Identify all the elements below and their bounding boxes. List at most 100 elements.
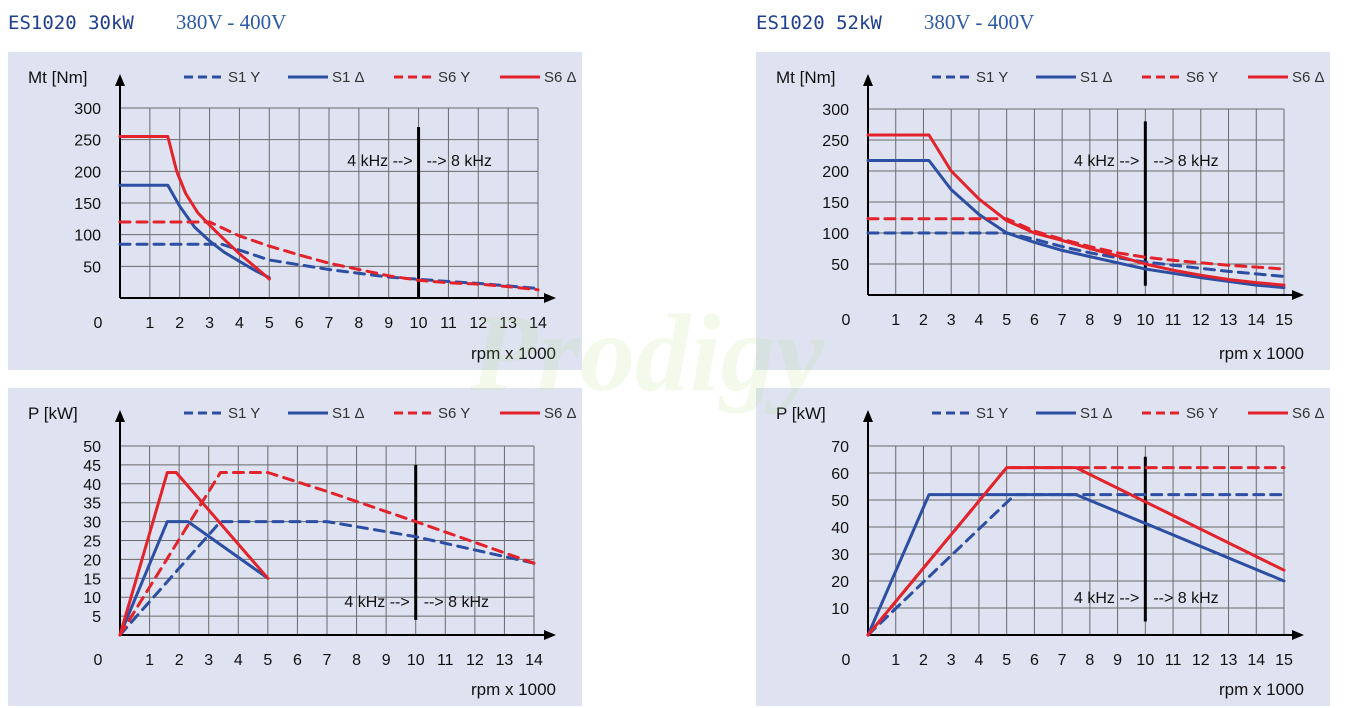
y-tick-label: 200 [74, 164, 101, 181]
y-tick-label: 50 [831, 493, 849, 510]
x-tick-label: 7 [1058, 652, 1067, 669]
series-line [866, 133, 1286, 287]
y-tick-label: 150 [822, 195, 849, 212]
x-axis-arrow [1292, 630, 1304, 640]
y-tick-label: 250 [74, 133, 101, 150]
x-tick-label: 3 [205, 315, 214, 332]
y-tick-label: 40 [83, 477, 101, 494]
y-tick-label: 40 [831, 520, 849, 537]
x-tick-label: 7 [325, 315, 334, 332]
x-tick-label: 8 [1085, 312, 1094, 329]
series-line [866, 466, 1286, 637]
y-tick-label: 70 [831, 439, 849, 456]
legend-label: S1 Y [976, 69, 1008, 86]
y-tick-label: 300 [822, 102, 849, 119]
x-tick-label: 15 [1275, 312, 1293, 329]
annotation-right: --> 8 kHz [427, 153, 492, 170]
y-axis-arrow [115, 410, 125, 422]
x-tick-label: 1 [891, 652, 900, 669]
legend-label: S1 Δ [1080, 405, 1113, 422]
y-tick-label: 10 [831, 601, 849, 618]
x-tick-label: 8 [352, 652, 361, 669]
x-tick-label: 2 [175, 315, 184, 332]
legend-label: S1 Δ [332, 69, 365, 86]
legend-label: S6 Δ [1292, 69, 1325, 86]
x-tick-label: 5 [263, 652, 272, 669]
x-tick-label: 5 [1002, 652, 1011, 669]
series-line [118, 220, 540, 292]
y-tick-label: 20 [83, 552, 101, 569]
x-tick-label: 10 [410, 315, 428, 332]
x-tick-label: 5 [265, 315, 274, 332]
x-tick-label: 1 [891, 312, 900, 329]
y-tick-label: 50 [83, 259, 101, 276]
x-tick-label: 9 [384, 315, 393, 332]
series-line [118, 471, 536, 637]
y-tick-label: 100 [74, 228, 101, 245]
y-axis-arrow [863, 74, 873, 86]
heading-left: ES1020 30kW 380V - 400V [8, 10, 286, 40]
x-tick-label: 2 [919, 312, 928, 329]
legend-label: S6 Y [438, 69, 470, 86]
x-tick-label: 12 [1192, 312, 1210, 329]
annotation-left: 4 kHz --> [1074, 153, 1139, 170]
x-tick-label: 3 [947, 312, 956, 329]
x-tick-label: 6 [1030, 652, 1039, 669]
annotation-left: 4 kHz --> [347, 153, 412, 170]
x-tick-label: 8 [1085, 652, 1094, 669]
x-tick-label: 10 [407, 652, 425, 669]
annotation-left: 4 kHz --> [344, 594, 409, 611]
power-chart-52kw: 0 1 2 3 4 5 6 7 8 9 10 11 12 13 14 15 10 20 30 40 50 60 70 P [k… [756, 388, 1330, 706]
series-line [866, 217, 1286, 271]
x-tick-label: 12 [1192, 652, 1210, 669]
y-axis-arrow [863, 410, 873, 422]
y-tick-label: 50 [83, 439, 101, 456]
x-tick-label: 7 [323, 652, 332, 669]
y-tick-label: 50 [831, 257, 849, 274]
x-tick-label: 3 [947, 652, 956, 669]
x-tick-label: 11 [437, 652, 454, 669]
legend-label: S6 Y [438, 405, 470, 422]
x-tick-label: 13 [1220, 312, 1238, 329]
y-tick-label: 45 [83, 458, 101, 475]
x-tick-label: 14 [1247, 652, 1265, 669]
annotation-right: --> 8 kHz [1153, 590, 1218, 607]
x-tick-label: 9 [1113, 312, 1122, 329]
x-tick-label: 4 [974, 312, 983, 329]
y-tick-label: 20 [831, 574, 849, 591]
y-tick-label: 15 [83, 571, 101, 588]
y-tick-label: 200 [822, 164, 849, 181]
y-tick-label: 150 [74, 196, 101, 213]
x-tick-label: 13 [1220, 652, 1238, 669]
y-tick-label: 5 [92, 609, 101, 626]
y-tick-label: 300 [74, 101, 101, 118]
y-tick-label: 30 [83, 515, 101, 532]
x-tick-label: 10 [1136, 652, 1154, 669]
x-tick-label: 14 [529, 315, 547, 332]
series-line [118, 471, 270, 637]
x-tick-label: 13 [496, 652, 514, 669]
series-line [118, 183, 271, 280]
power-chart-30kw: 0 1 2 3 4 5 6 7 8 9 10 11 12 13 14 5 10 15 20 25 30 35 40 45 50 P… [8, 388, 582, 706]
x-tick-label: 2 [919, 652, 928, 669]
y-tick-label: 25 [83, 534, 101, 551]
x-tick-label: 1 [145, 652, 154, 669]
legend-label: S6 Δ [1292, 405, 1325, 422]
y-axis-label: P [kW] [776, 404, 826, 423]
x-tick-label: 9 [382, 652, 391, 669]
voltage-label: 380V - 400V [923, 10, 1035, 34]
series-line [866, 159, 1286, 290]
annotation-left: 4 kHz --> [1074, 590, 1139, 607]
y-tick-label: 60 [831, 466, 849, 483]
x-tick-label: 10 [1136, 312, 1154, 329]
y-axis-label: Mt [Nm] [28, 68, 88, 87]
x-tick-label: 14 [1247, 312, 1265, 329]
x-tick-label: 12 [469, 315, 487, 332]
x-axis-label: rpm x 1000 [471, 344, 556, 363]
x-axis-arrow [544, 293, 556, 303]
y-axis-label: P [kW] [28, 404, 78, 423]
series-line [866, 466, 1286, 637]
voltage-label: 380V - 400V [175, 10, 287, 34]
legend-label: S6 Δ [544, 69, 577, 86]
x-tick-label: 6 [295, 315, 304, 332]
